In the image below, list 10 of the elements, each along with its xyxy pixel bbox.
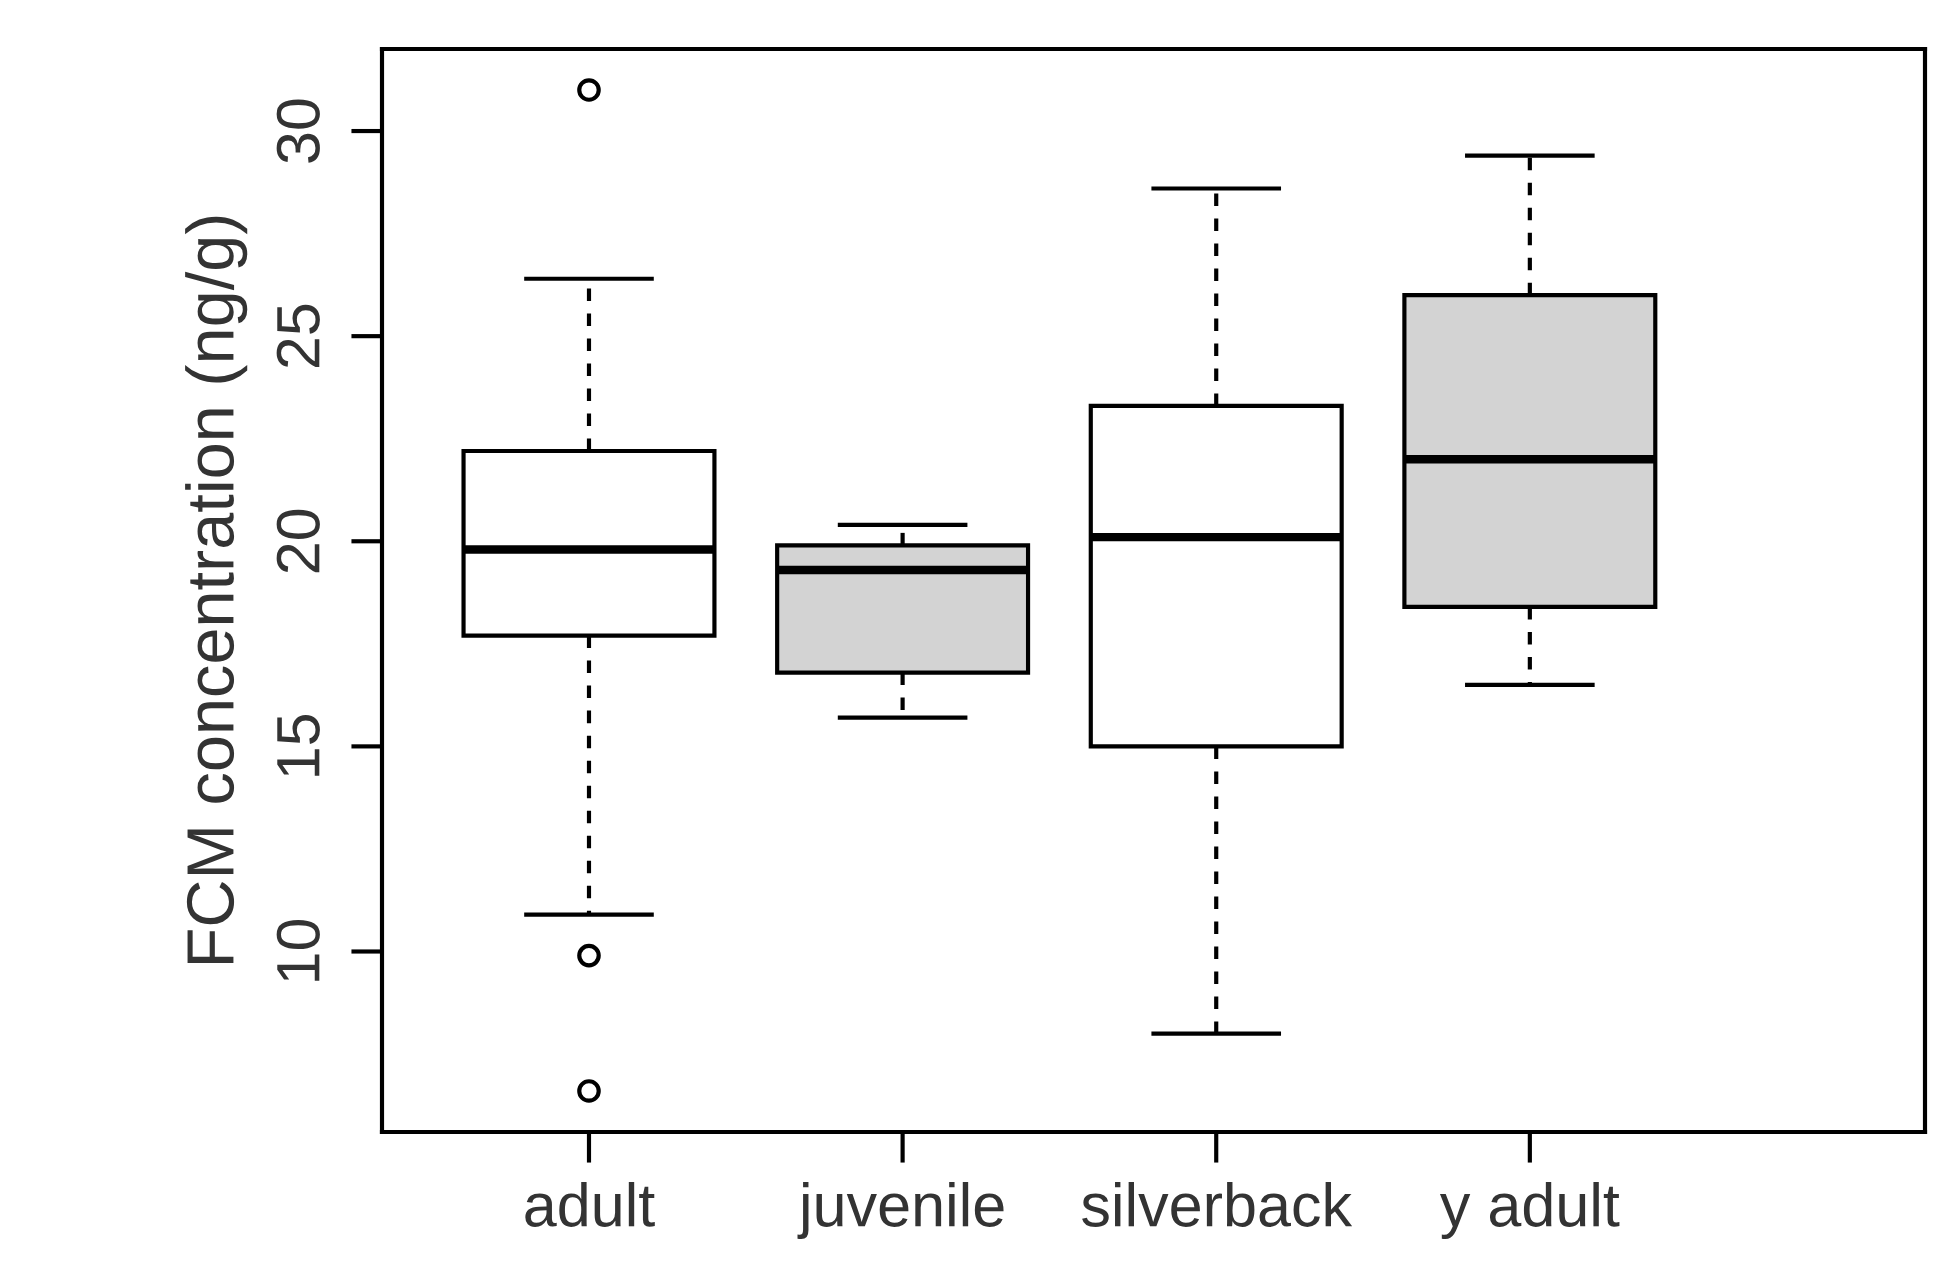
y-tick-label: 30 — [276, 99, 320, 163]
x-tick-label: juvenile — [797, 1182, 1004, 1239]
y-tick-label: 10 — [276, 919, 320, 981]
x-tick-label: adult — [525, 1182, 655, 1227]
y-tick-label: 15 — [277, 714, 320, 776]
x-tick-label: y adult — [1439, 1182, 1620, 1239]
y-tick-label: 20 — [276, 509, 320, 573]
y-axis-title: FCM concentration (ng/g) — [185, 216, 248, 963]
y-tick-label: 25 — [276, 304, 320, 368]
x-tick-label: silverback — [1082, 1182, 1353, 1227]
